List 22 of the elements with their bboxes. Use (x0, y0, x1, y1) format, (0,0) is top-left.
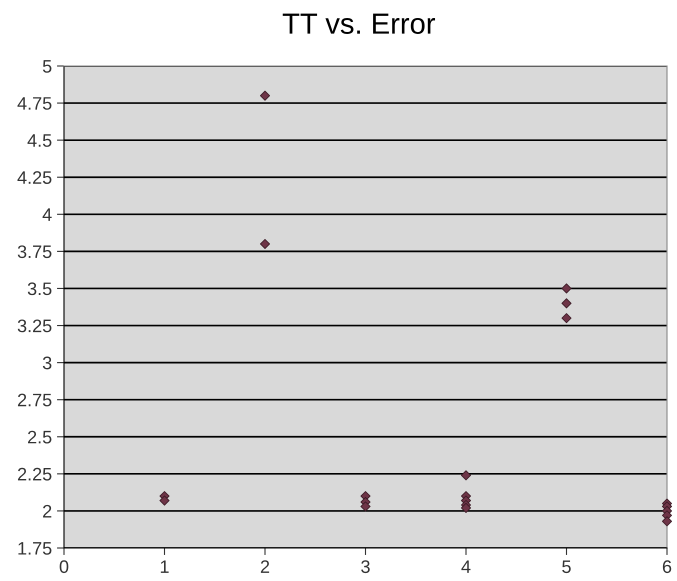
y-tick-label: 1.75 (18, 542, 52, 555)
chart-title: TT vs. Error (282, 14, 436, 34)
y-tick-label: 5 (42, 60, 52, 73)
y-tick-label: 4 (42, 208, 52, 221)
x-tick-label: 0 (60, 560, 68, 574)
x-tick-label: 6 (662, 560, 672, 574)
y-tick-label: 4.75 (17, 97, 52, 110)
y-tick-label: 3 (42, 356, 52, 370)
y-tick-label: 3.5 (28, 282, 52, 296)
y-tick-label: 2 (43, 504, 52, 518)
y-tick-label: 3.75 (18, 245, 52, 258)
y-tick-label: 2.25 (18, 468, 52, 481)
x-tick-label: 5 (562, 560, 571, 574)
y-tick-label: 4.25 (17, 171, 52, 184)
x-tick-label: 3 (361, 560, 370, 574)
x-tick-label: 4 (461, 560, 470, 573)
y-tick-label: 4.5 (28, 134, 52, 147)
y-tick-label: 3.25 (18, 319, 52, 332)
x-tick-label: 1 (160, 560, 169, 573)
x-tick-label: 2 (260, 560, 270, 573)
y-tick-label: 2.75 (18, 394, 52, 406)
y-tick-label: 2.5 (28, 430, 52, 444)
